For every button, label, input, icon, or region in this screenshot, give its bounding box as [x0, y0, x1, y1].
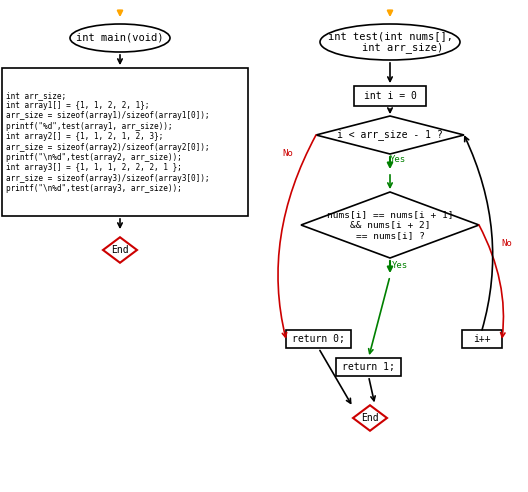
- Text: No: No: [502, 239, 512, 247]
- Text: No: No: [282, 149, 294, 157]
- Polygon shape: [462, 330, 502, 348]
- Polygon shape: [316, 116, 464, 154]
- Polygon shape: [2, 68, 248, 216]
- Text: Yes: Yes: [390, 155, 406, 164]
- Polygon shape: [354, 86, 426, 106]
- FancyArrowPatch shape: [465, 137, 493, 330]
- Text: return 1;: return 1;: [342, 362, 395, 372]
- Polygon shape: [103, 237, 137, 263]
- FancyArrowPatch shape: [479, 225, 505, 337]
- Text: int test(int nums[],
    int arr_size): int test(int nums[], int arr_size): [327, 31, 452, 53]
- Text: End: End: [111, 245, 129, 255]
- Ellipse shape: [70, 24, 170, 52]
- Ellipse shape: [320, 24, 460, 60]
- FancyArrowPatch shape: [278, 135, 316, 337]
- Polygon shape: [301, 192, 479, 258]
- Polygon shape: [286, 330, 351, 348]
- Text: Yes: Yes: [392, 262, 408, 271]
- Text: i++: i++: [473, 334, 491, 344]
- Text: int i = 0: int i = 0: [364, 91, 417, 101]
- Text: int arr_size;
int array1[] = {1, 1, 2, 2, 1};
arr_size = sizeof(array1)/sizeof(a: int arr_size; int array1[] = {1, 1, 2, 2…: [6, 91, 210, 193]
- Text: int main(void): int main(void): [76, 33, 164, 43]
- Text: End: End: [361, 413, 379, 423]
- Text: i < arr_size - 1 ?: i < arr_size - 1 ?: [337, 129, 443, 140]
- Text: nums[i] == nums[i + 1]
&& nums[i + 2]
== nums[i] ?: nums[i] == nums[i + 1] && nums[i + 2] ==…: [327, 210, 453, 240]
- Polygon shape: [336, 358, 401, 376]
- Text: return 0;: return 0;: [292, 334, 345, 344]
- Polygon shape: [353, 405, 387, 431]
